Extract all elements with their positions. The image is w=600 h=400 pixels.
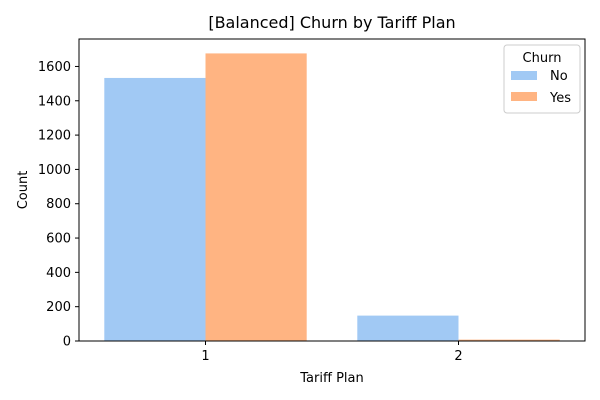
x-axis-label: Tariff Plan	[299, 371, 363, 386]
legend: Churn No Yes	[503, 44, 581, 114]
bar-no-1	[104, 77, 206, 341]
y-tick-label: 600	[46, 232, 71, 247]
legend-swatch-no	[511, 71, 537, 80]
y-axis: 0 200 400 600 800 1000 1200 1400 1600	[38, 60, 79, 350]
y-tick-label: 200	[46, 300, 71, 315]
bar-no-2	[357, 315, 459, 341]
legend-label-yes: Yes	[549, 91, 571, 106]
x-tick-label: 2	[454, 349, 462, 364]
y-tick-label: 1000	[38, 163, 71, 178]
bar-yes-1	[205, 53, 307, 341]
y-tick-label: 800	[46, 197, 71, 212]
y-tick-label: 1400	[38, 94, 71, 109]
y-tick-label: 0	[63, 335, 71, 350]
legend-title: Churn	[523, 51, 562, 66]
chart-title: [Balanced] Churn by Tariff Plan	[208, 13, 455, 32]
x-tick-label: 1	[201, 349, 209, 364]
plot-area	[104, 53, 560, 341]
y-axis-label: Count	[16, 171, 31, 210]
y-tick-label: 1200	[38, 129, 71, 144]
y-tick-label: 400	[46, 266, 71, 281]
bar-yes-2	[458, 339, 560, 341]
legend-swatch-yes	[511, 92, 537, 101]
plot-frame	[78, 38, 586, 342]
legend-label-no: No	[550, 69, 568, 84]
y-tick-label: 1600	[38, 60, 71, 75]
